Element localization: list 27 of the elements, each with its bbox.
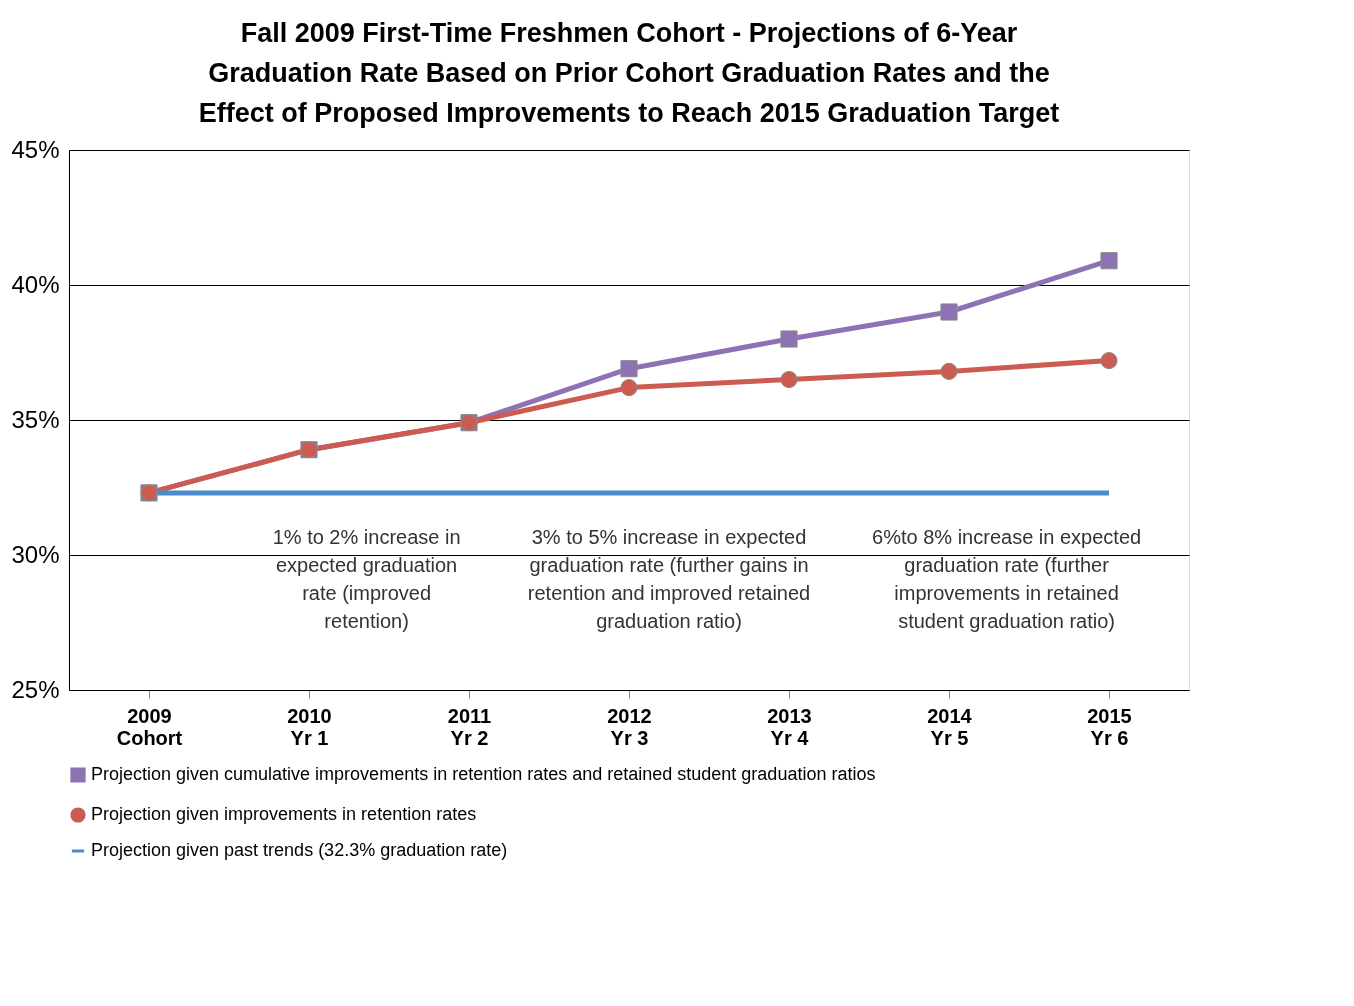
annotation: 6%to 8% increase in expected graduation rate (further improvements in retained student graduation ratio) [872, 526, 1142, 632]
point [780, 370, 798, 389]
point [780, 330, 798, 348]
y-tick-label: 30% [11, 540, 60, 568]
y-tick-label: 25% [11, 675, 60, 703]
x-tick-label: 2014 Yr 5 [927, 704, 973, 749]
annotation: 3% to 5% increase in expected graduation rate (further gains in retention and improved retained graduation ratio) [527, 526, 811, 632]
legend-label: Projection given past trends (32.3% graduation rate) [91, 840, 508, 860]
legend-label: Projection given cumulative improvements in retention rates and retained student graduation ratios [91, 764, 876, 784]
y-tick-label: 40% [11, 270, 60, 298]
x-tick-label: 2009 Cohort [116, 704, 183, 749]
x-tick-label: 2013 Yr 4 [767, 704, 812, 749]
point [620, 360, 638, 378]
y-tick-label: 45% [11, 135, 60, 163]
point [620, 379, 638, 397]
x-tick-label: 2011 Yr 2 [447, 704, 492, 749]
annotation: 1% to 2% increase in expected graduation rate (improved retention) [272, 526, 461, 632]
x-tick-label: 2012 Yr 3 [607, 704, 652, 749]
legend-label: Projection given improvements in retention rates [91, 804, 477, 824]
point [1100, 352, 1118, 370]
x-tick-label: 2010 Yr 1 [287, 704, 332, 749]
point [940, 362, 958, 380]
x-tick-label: 2015 Yr 6 [1087, 704, 1132, 749]
point [1100, 252, 1118, 270]
point [940, 303, 958, 321]
chart-title: Fall 2009 First-Time Freshmen Cohort - Projections of 6-Year Graduation Rate Based on Prior Cohort Graduation Rates and the Effect of Proposed Improvements to Reach 2015 Graduation Target [198, 18, 1060, 128]
y-tick-label: 35% [11, 405, 60, 433]
